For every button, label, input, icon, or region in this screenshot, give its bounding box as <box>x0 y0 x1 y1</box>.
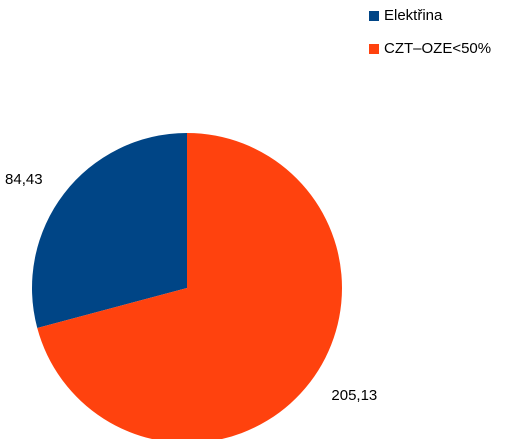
legend: Elektřina CZT–OZE<50% <box>369 7 491 57</box>
legend-label-2: CZT–OZE<50% <box>384 40 491 57</box>
legend-label-1: Elektřina <box>384 7 443 24</box>
pie-slices <box>31 133 342 439</box>
pie-slice-2 <box>37 133 342 439</box>
legend-swatch-2 <box>369 44 379 54</box>
pie-value-labels: 84,43 205,13 <box>5 171 377 404</box>
value-label-2: 205,13 <box>331 387 377 404</box>
pie-slice-1 <box>31 133 187 329</box>
legend-swatch-1 <box>369 11 379 21</box>
value-label-1: 84,43 <box>5 171 43 188</box>
